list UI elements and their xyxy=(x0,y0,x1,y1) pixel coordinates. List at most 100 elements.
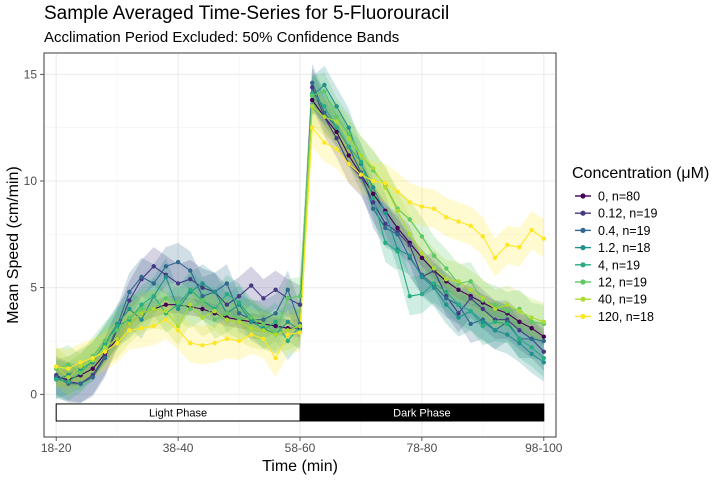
confidence-band xyxy=(56,67,544,403)
data-point xyxy=(175,323,181,329)
data-point xyxy=(151,323,156,329)
y-tick-label: 0 xyxy=(30,387,37,401)
x-tick-label: 18-20 xyxy=(41,441,72,455)
data-point xyxy=(127,289,132,295)
data-point xyxy=(444,215,449,220)
data-point xyxy=(334,114,339,120)
data-point xyxy=(334,146,339,152)
data-point xyxy=(370,206,376,211)
data-point xyxy=(480,306,486,312)
data-point xyxy=(505,308,510,314)
data-point xyxy=(541,360,547,365)
data-point xyxy=(200,281,205,286)
data-point xyxy=(358,159,364,164)
data-point xyxy=(102,349,108,354)
data-point xyxy=(200,285,205,290)
data-point xyxy=(334,104,339,109)
data-point xyxy=(236,338,242,344)
data-point xyxy=(407,294,412,299)
legend-key-point xyxy=(580,313,586,319)
data-point xyxy=(346,144,351,150)
legend-label: 4, n=19 xyxy=(598,258,640,272)
data-point xyxy=(309,104,315,109)
data-point xyxy=(419,255,425,260)
data-point xyxy=(273,323,278,329)
data-point xyxy=(395,232,400,237)
data-point xyxy=(273,287,278,292)
data-point xyxy=(188,287,193,292)
data-point xyxy=(541,334,547,339)
chart-title: Sample Averaged Time-Series for 5-Fluoro… xyxy=(44,3,449,24)
data-point xyxy=(492,306,498,312)
data-point xyxy=(383,210,388,216)
legend-label: 0.4, n=19 xyxy=(598,224,651,238)
data-point xyxy=(78,381,83,386)
data-point xyxy=(541,338,547,344)
data-point xyxy=(456,302,461,307)
data-point xyxy=(419,251,425,256)
legend-label: 0, n=80 xyxy=(598,190,640,204)
data-point xyxy=(456,311,461,316)
data-point xyxy=(151,306,156,312)
data-point xyxy=(322,114,327,120)
data-point xyxy=(419,291,425,297)
data-point xyxy=(261,328,266,333)
data-point xyxy=(297,302,303,307)
data-point xyxy=(285,328,291,333)
data-point xyxy=(370,200,376,205)
confidence-band xyxy=(56,63,544,403)
data-point xyxy=(261,317,266,322)
phase-label: Dark Phase xyxy=(393,407,450,419)
y-tick-label: 15 xyxy=(24,67,38,81)
data-point xyxy=(309,97,315,103)
data-point xyxy=(151,294,156,299)
data-point xyxy=(139,317,144,322)
data-point xyxy=(346,161,351,167)
data-point xyxy=(175,281,181,286)
y-tick-label: 10 xyxy=(24,174,38,188)
data-point xyxy=(370,178,376,184)
data-point xyxy=(53,377,59,382)
data-point xyxy=(163,317,169,322)
data-point xyxy=(249,326,254,331)
data-point xyxy=(175,306,181,312)
data-point xyxy=(529,319,534,324)
data-point xyxy=(322,82,327,88)
data-point xyxy=(127,315,132,320)
data-point xyxy=(127,298,132,303)
legend-key-point xyxy=(580,296,586,302)
data-point xyxy=(334,136,339,141)
data-point xyxy=(261,296,266,301)
data-point xyxy=(407,232,412,237)
data-point xyxy=(529,326,534,331)
series-points xyxy=(53,80,547,386)
data-point xyxy=(456,287,461,292)
data-point xyxy=(127,328,132,333)
data-point xyxy=(492,255,498,260)
data-point xyxy=(163,264,169,269)
data-point xyxy=(309,80,315,86)
x-tick-label: 98-100 xyxy=(525,441,563,455)
data-point xyxy=(297,323,303,329)
data-point xyxy=(163,274,169,280)
data-point xyxy=(285,332,291,337)
data-point xyxy=(285,319,291,324)
data-point xyxy=(468,279,473,284)
data-point xyxy=(78,370,83,376)
data-point xyxy=(517,336,522,342)
data-point xyxy=(505,321,510,327)
y-tick-label: 5 xyxy=(30,281,37,295)
data-point xyxy=(407,253,412,258)
data-point xyxy=(456,279,461,284)
data-point xyxy=(383,240,388,246)
data-point xyxy=(309,84,315,90)
x-tick-label: 58-60 xyxy=(285,441,316,455)
data-point xyxy=(505,302,510,307)
data-point xyxy=(78,360,83,365)
data-point xyxy=(529,315,534,320)
data-point xyxy=(395,208,400,214)
data-point xyxy=(102,338,108,344)
data-point xyxy=(224,281,230,286)
data-point xyxy=(346,153,351,158)
data-point xyxy=(175,259,181,265)
